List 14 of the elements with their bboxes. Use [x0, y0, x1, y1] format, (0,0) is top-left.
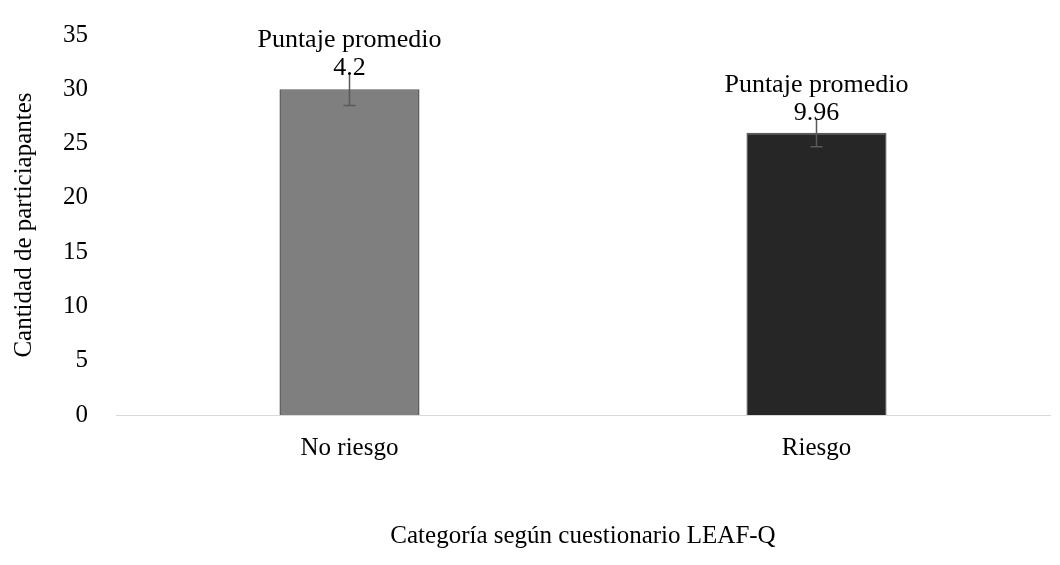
y-tick-label: 5 — [75, 345, 88, 373]
y-tick-label: 0 — [75, 399, 88, 427]
y-axis-title: Cantidad de particiapantes — [8, 92, 36, 358]
x-axis-title: Categoría según cuestionario LEAF-Q — [390, 520, 776, 548]
y-tick-label: 25 — [63, 128, 88, 156]
y-tick-label: 35 — [63, 19, 88, 47]
annotation: Puntaje promedio 4.2 — [257, 23, 442, 81]
y-tick-label: 30 — [63, 73, 88, 101]
annotation: Puntaje promedio 9.96 — [724, 69, 909, 127]
y-tick-label: 10 — [63, 290, 88, 318]
x-tick-label: Riesgo — [781, 432, 852, 460]
y-tick-label: 15 — [63, 236, 88, 264]
x-tick-label: No riesgo — [300, 432, 399, 460]
y-tick-label: 20 — [63, 182, 88, 210]
